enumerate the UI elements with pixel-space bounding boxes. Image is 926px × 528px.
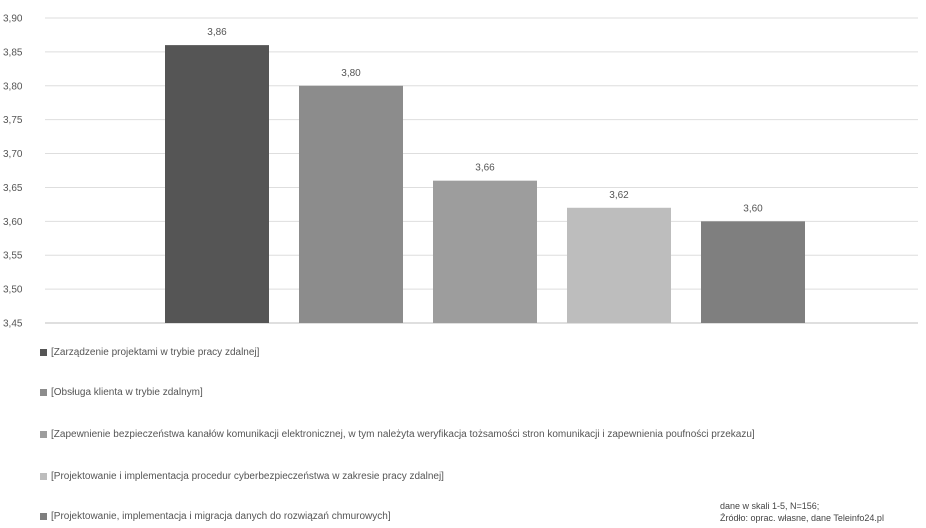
y-tick-label: 3,85 [3, 47, 23, 58]
note-scale: dane w skali 1-5, N=156; [720, 501, 820, 511]
source-note: dane w skali 1-5, N=156; Źródło: oprac. … [720, 500, 926, 524]
bar-value-label: 3,62 [609, 190, 629, 201]
y-tick-label: 3,60 [3, 217, 23, 228]
y-tick-label: 3,70 [3, 149, 23, 160]
y-tick-label: 3,45 [3, 319, 23, 330]
legend-swatch [40, 349, 47, 356]
y-tick-label: 3,80 [3, 81, 23, 92]
bar [567, 207, 671, 323]
legend-item: [Obsługa klienta w trybie zdalnym] [40, 386, 900, 399]
legend-item: [Projektowanie, implementacja i migracja… [40, 510, 900, 523]
legend-label: [Projektowanie, implementacja i migracja… [51, 511, 391, 522]
y-tick-label: 3,65 [3, 183, 23, 194]
legend-item: [Projektowanie i implementacja procedur … [40, 470, 900, 483]
bar-chart: 3,45 3,50 3,55 3,60 3,65 3,70 3,75 3,80 3,85 3,90… [3, 14, 918, 330]
legend-item: [Zapewnienie bezpieczeństwa kanałów komu… [40, 428, 900, 441]
y-tick-label: 3,90 [3, 14, 23, 25]
bar [701, 221, 805, 323]
legend-swatch [40, 431, 47, 438]
bar-value-label: 3,66 [475, 163, 495, 174]
legend-swatch [40, 513, 47, 520]
legend-label: [Zarządzenie projektami w trybie pracy z… [51, 347, 260, 358]
bar-value-label: 3,60 [743, 203, 763, 214]
y-tick-label: 3,50 [3, 285, 23, 296]
bar [433, 180, 537, 323]
y-tick-label: 3,55 [3, 251, 23, 262]
y-axis-ticks: 3,45 3,50 3,55 3,60 3,65 3,70 3,75 3,80 3,85 3,90 [3, 14, 23, 330]
legend-swatch [40, 473, 47, 480]
legend-label: [Zapewnienie bezpieczeństwa kanałów komu… [51, 429, 755, 440]
legend-item: [Zarządzenie projektami w trybie pracy z… [40, 346, 900, 359]
bar-value-label: 3,86 [207, 27, 227, 38]
bar [165, 45, 269, 323]
bar [299, 85, 403, 324]
legend-swatch [40, 389, 47, 396]
legend-label: [Projektowanie i implementacja procedur … [51, 471, 444, 482]
bars [165, 45, 805, 324]
bar-value-label: 3,80 [341, 68, 361, 79]
value-labels: 3,86 3,80 3,66 3,62 3,60 [207, 27, 763, 214]
y-tick-label: 3,75 [3, 115, 23, 126]
legend-label: [Obsługa klienta w trybie zdalnym] [51, 387, 203, 398]
note-source: Źródło: oprac. własne, dane Teleinfo24.p… [720, 513, 884, 523]
